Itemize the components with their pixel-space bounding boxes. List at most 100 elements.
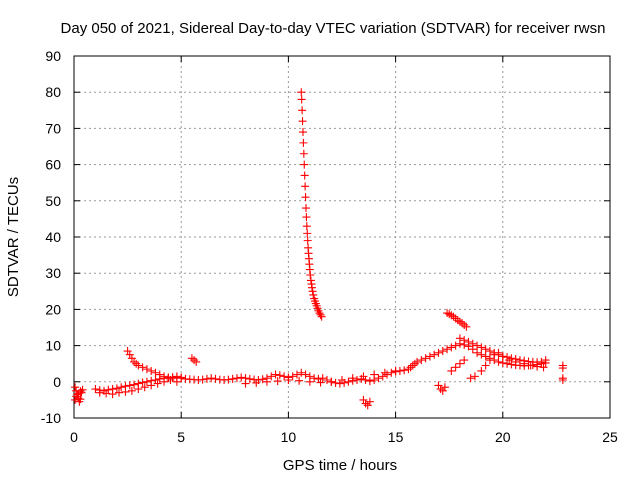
- data-point: [455, 359, 464, 368]
- data-point: [127, 354, 136, 363]
- data-point: [309, 290, 318, 299]
- data-point: [477, 350, 486, 359]
- y-tick-label: 50: [45, 193, 61, 209]
- data-point: [297, 95, 306, 104]
- data-point: [202, 374, 211, 383]
- data-point: [134, 361, 143, 370]
- data-point: [391, 366, 400, 375]
- data-point: [383, 370, 392, 379]
- x-tick-label: 5: [177, 429, 185, 445]
- data-point: [123, 347, 132, 356]
- data-point: [317, 312, 326, 321]
- data-point: [526, 361, 535, 370]
- axis-ticks: [73, 55, 611, 419]
- data-point: [455, 334, 464, 343]
- data-point: [302, 222, 311, 231]
- data-point: [301, 204, 310, 213]
- data-point: [451, 363, 460, 372]
- chart-title: Day 050 of 2021, Sidereal Day-to-day VTE…: [61, 20, 606, 37]
- data-point: [359, 395, 368, 404]
- y-tick-label: 20: [45, 301, 61, 317]
- data-point: [262, 377, 271, 386]
- y-tick-label: 80: [45, 84, 61, 100]
- data-point: [300, 171, 309, 180]
- data-point: [363, 401, 372, 410]
- y-tick-label: 10: [45, 338, 61, 354]
- data-point: [104, 385, 113, 394]
- data-point: [438, 347, 447, 356]
- data-point: [284, 375, 293, 384]
- data-point: [481, 345, 490, 354]
- data-point: [440, 383, 449, 392]
- data-point: [464, 337, 473, 346]
- data-point: [271, 370, 280, 379]
- data-point: [443, 309, 452, 318]
- data-point: [302, 213, 311, 222]
- data-point: [151, 375, 160, 384]
- data-point: [298, 117, 307, 126]
- data-point: [112, 384, 121, 393]
- data-point: [138, 363, 147, 372]
- data-point: [505, 356, 514, 365]
- data-point: [295, 376, 304, 385]
- data-point: [190, 356, 199, 365]
- data-point: [306, 271, 315, 280]
- data-point: [430, 350, 439, 359]
- data-point: [374, 374, 383, 383]
- y-axis-label: SDTVAR / TECUs: [5, 177, 22, 297]
- data-point: [297, 368, 306, 377]
- data-point: [533, 362, 542, 371]
- data-point: [224, 375, 233, 384]
- y-tick-label: 70: [45, 120, 61, 136]
- data-point: [299, 149, 308, 158]
- data-point: [72, 392, 81, 401]
- data-point: [147, 366, 156, 375]
- data-point: [308, 287, 317, 296]
- y-tick-label: -10: [41, 410, 61, 426]
- y-tick-label: 90: [45, 48, 61, 64]
- data-point: [121, 387, 130, 396]
- data-points: [71, 88, 567, 410]
- data-point: [470, 372, 479, 381]
- data-point: [288, 372, 297, 381]
- data-point: [76, 395, 85, 404]
- data-point: [335, 379, 344, 388]
- y-tick-label: 60: [45, 157, 61, 173]
- data-point: [299, 138, 308, 147]
- data-point: [298, 106, 307, 115]
- data-point: [485, 356, 494, 365]
- data-point: [338, 375, 346, 384]
- data-point: [273, 377, 282, 386]
- data-point: [539, 363, 548, 372]
- data-point: [485, 347, 494, 356]
- x-axis-label: GPS time / hours: [283, 457, 397, 474]
- data-point: [494, 357, 503, 366]
- y-tick-label: 0: [53, 374, 61, 390]
- data-point: [305, 377, 314, 386]
- data-point: [473, 341, 482, 350]
- data-point: [348, 374, 357, 383]
- data-point: [211, 374, 220, 383]
- data-point: [558, 375, 567, 384]
- data-point: [316, 310, 325, 319]
- data-point: [322, 375, 331, 384]
- x-tick-label: 25: [602, 429, 618, 445]
- data-point: [192, 357, 201, 366]
- data-point: [301, 182, 310, 191]
- data-point: [520, 359, 529, 368]
- data-point: [443, 345, 452, 354]
- data-point: [232, 374, 241, 383]
- data-point: [460, 336, 469, 345]
- data-point: [541, 356, 550, 365]
- data-point: [130, 357, 139, 366]
- data-point: [438, 386, 447, 395]
- data-point: [160, 372, 169, 381]
- data-point: [241, 379, 250, 388]
- data-point: [207, 374, 216, 383]
- data-point: [258, 375, 267, 384]
- data-point: [421, 354, 430, 363]
- data-point: [378, 372, 387, 381]
- data-point: [108, 390, 117, 399]
- data-point: [408, 361, 417, 370]
- data-point: [71, 383, 80, 392]
